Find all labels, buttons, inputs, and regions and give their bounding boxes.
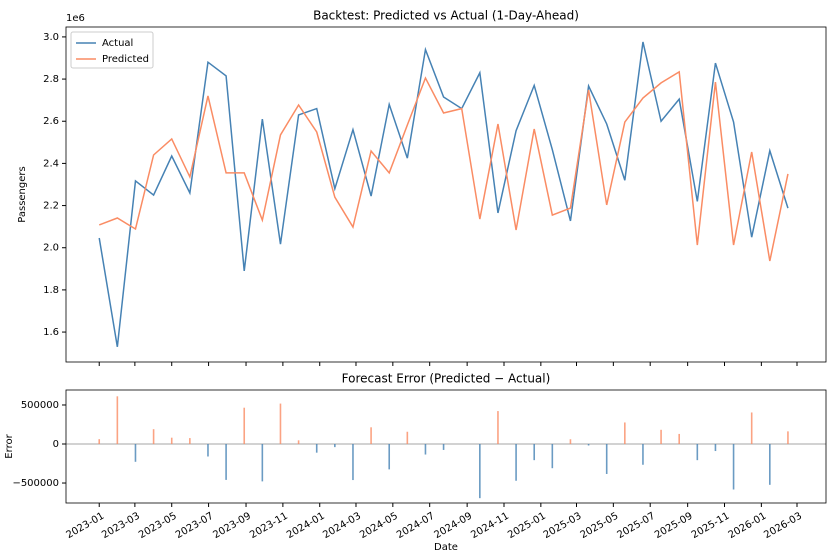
x-tick-label: 2023-11: [248, 511, 290, 541]
axes-frame: [65, 389, 827, 504]
y-tick-label: 1.6: [43, 327, 59, 338]
x-tick-label: 2024-03: [321, 511, 363, 541]
error-bar: [370, 427, 372, 445]
chart-title: Forecast Error (Predicted − Actual): [342, 372, 551, 386]
error-bar: [533, 444, 536, 461]
error-bar: [750, 412, 753, 445]
error-bar: [660, 429, 662, 445]
chart-title: Backtest: Predicted vs Actual (1-Day-Ahe…: [313, 9, 579, 23]
y-tick-label: 500000: [21, 400, 59, 411]
error-bar: [696, 444, 699, 461]
error-bar: [352, 444, 354, 481]
error-bar: [170, 437, 173, 445]
x-tick-label: 2023-03: [100, 511, 142, 541]
error-bar: [479, 444, 481, 499]
error-bar: [424, 444, 427, 455]
x-axis-label: Date: [434, 542, 458, 553]
y-axis-label: Error: [4, 433, 15, 458]
error-bar: [587, 444, 590, 446]
x-tick-label: 2026-01: [727, 511, 769, 541]
error-bar: [642, 444, 644, 465]
y-tick-label: −500000: [12, 478, 59, 489]
y-tick-label: 1.8: [43, 285, 59, 296]
x-tick-label: 2025-07: [616, 511, 658, 541]
error-bar: [189, 438, 191, 445]
error-bar: [243, 407, 246, 445]
error-bar: [98, 439, 101, 445]
x-tick-label: 2024-05: [358, 511, 400, 541]
x-tick-label: 2024-01: [285, 511, 327, 541]
y-axis-label: Passengers: [17, 166, 28, 222]
y-tick-label: 2.6: [43, 116, 59, 127]
y-tick-label: 2.8: [43, 74, 59, 85]
legend-label: Predicted: [102, 54, 149, 65]
y-tick-label: 2.4: [43, 158, 59, 169]
y-tick-label: 2.0: [43, 243, 59, 254]
x-tick-label: 2024-07: [395, 511, 437, 541]
x-tick-label: 2025-05: [579, 511, 621, 541]
error-bar: [279, 403, 282, 445]
error-bar: [605, 444, 608, 474]
y-offset: 1e6: [66, 13, 85, 24]
legend-label: Actual: [102, 38, 133, 49]
x-tick-label: 2026-03: [762, 511, 804, 541]
y-tick-label: 3.0: [43, 32, 59, 43]
error-bar: [134, 444, 137, 462]
series-line: [98, 70, 789, 262]
axes-frame: [65, 26, 827, 363]
y-tick-label: 2.2: [43, 201, 59, 212]
error-bar: [207, 444, 209, 457]
error-bar: [116, 396, 119, 445]
error-bar: [315, 444, 318, 453]
x-tick-label: 2025-03: [542, 511, 584, 541]
x-tick-label: 2024-09: [432, 511, 474, 541]
x-tick-label: 2025-11: [690, 511, 732, 541]
x-tick-label: 2023-05: [137, 511, 179, 541]
x-tick-label: 2025-09: [653, 511, 695, 541]
error-bar: [678, 433, 680, 445]
error-bar: [152, 429, 155, 445]
error-bar: [624, 422, 626, 445]
x-tick-label: 2025-01: [506, 511, 548, 541]
error-bar: [551, 444, 554, 469]
error-bar: [261, 444, 264, 482]
error-bar: [406, 431, 409, 445]
error-bar: [732, 444, 735, 490]
error-bar: [442, 444, 445, 450]
x-tick-label: 2024-11: [469, 511, 511, 541]
error-bar: [297, 440, 300, 445]
error-bar: [497, 411, 499, 445]
error-bar: [769, 444, 771, 485]
series-line: [98, 41, 789, 347]
error-bar: [388, 444, 391, 470]
error-bar: [714, 444, 717, 452]
x-tick-label: 2023-09: [211, 511, 253, 541]
x-tick-label: 2023-07: [174, 511, 216, 541]
error-bar: [334, 444, 336, 448]
x-tick-label: 2023-01: [65, 511, 107, 541]
error-bar: [225, 444, 227, 480]
error-bar: [515, 444, 517, 481]
error-bar: [569, 439, 572, 445]
error-bar: [787, 431, 789, 445]
y-tick-label: 0: [53, 439, 59, 450]
